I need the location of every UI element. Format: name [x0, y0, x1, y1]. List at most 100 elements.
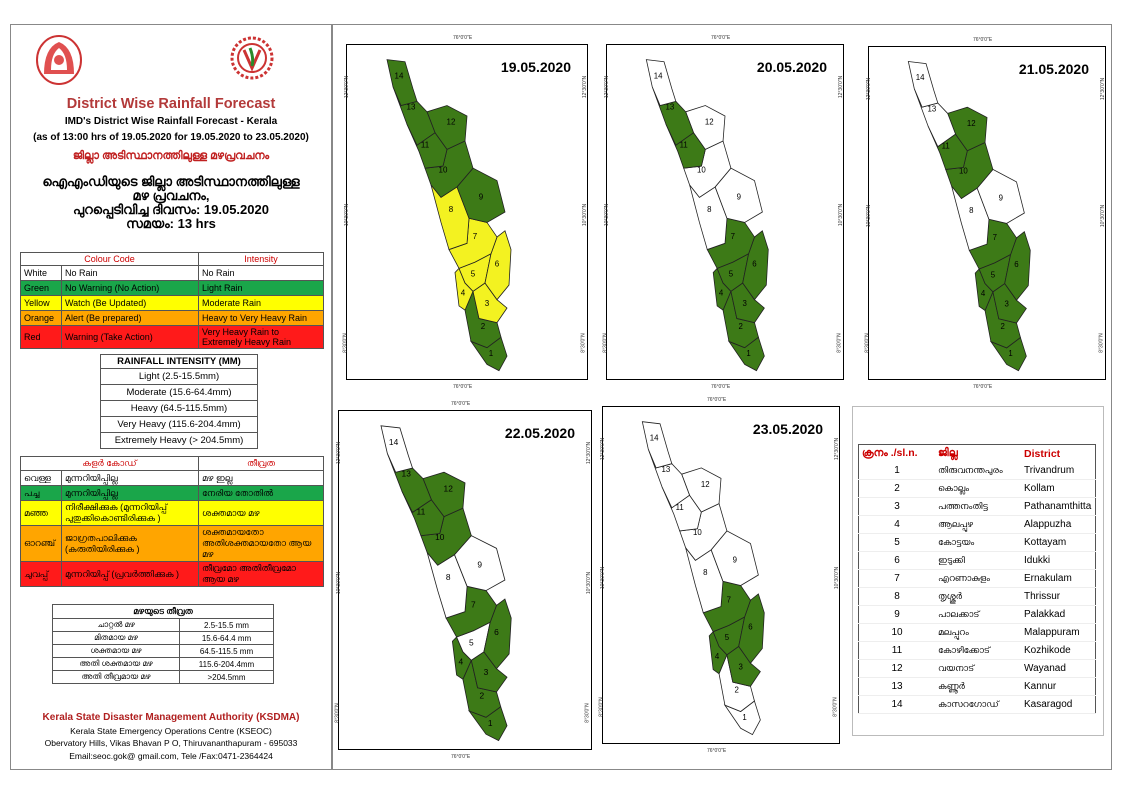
colour-code-row: Red Warning (Take Action) Very Heavy Rain …: [20, 325, 324, 349]
intensity-range: Extremely Heavy (> 204.5mm): [100, 432, 258, 449]
colour-code-label: No Rain: [61, 265, 199, 281]
ml-intensity-value: 64.5-115.5 mm: [179, 644, 274, 658]
ml-colour-code-header: കളർ കോഡ്: [20, 456, 199, 471]
district-number: 5: [858, 533, 935, 552]
district-label-8: 8: [446, 572, 451, 582]
lat-tick-right: 12°30'0"N: [838, 75, 845, 99]
ml-line-1: ഐഎംഡിയുടെ ജില്ലാ അടിസ്ഥാനത്തിലുള്ള: [42, 174, 300, 189]
ksdma-logo-icon: [230, 36, 274, 80]
district-row: 3 പത്തനംതിട്ട Pathanamthitta: [858, 497, 1096, 516]
district-number: 3: [858, 497, 935, 516]
ml-colour-name: പച്ച: [20, 485, 62, 501]
district-ml-name: ആലപ്പുഴ: [935, 515, 1021, 534]
lat-tick-left: 12°30'0"N: [604, 75, 611, 99]
district-row: 12 വയനാട് Wayanad: [858, 659, 1096, 678]
district-row: 10 മലപ്പുറം Malappuram: [858, 623, 1096, 642]
district-number: 2: [858, 479, 935, 498]
ml-intensity-name: മിതമായ മഴ: [52, 631, 180, 645]
district-area-14: [907, 61, 939, 108]
intensity-row: Light (2.5-15.5mm): [100, 368, 258, 385]
district-area-14: [380, 425, 414, 473]
lat-tick-right: 10°30'0"N: [1100, 204, 1107, 228]
district-en-name: Palakkad: [1021, 605, 1096, 624]
colour-code-label: No Warning (No Action): [61, 280, 199, 296]
lat-tick-right: 10°30'0"N: [838, 203, 845, 227]
district-label-4: 4: [719, 288, 724, 297]
ml-colour-name: മഞ്ഞ: [20, 500, 62, 526]
intensity-row: Moderate (15.6-64.4mm): [100, 384, 258, 401]
lon-tick-bottom: 76°0'0"E: [973, 384, 993, 390]
rainfall-intensity-header: RAINFALL INTENSITY (MM): [100, 354, 258, 369]
district-ml-name: വയനാട്: [935, 659, 1021, 678]
district-label-6: 6: [1014, 260, 1019, 269]
district-number: 1: [858, 462, 935, 480]
district-ml-name: പാലക്കാട്: [935, 605, 1021, 624]
district-label-12: 12: [444, 483, 454, 493]
district-number: 13: [858, 677, 935, 696]
colour-intensity: No Rain: [198, 265, 324, 281]
lat-tick-left: 8°30'0"N: [864, 333, 871, 353]
colour-name: Red: [20, 325, 62, 349]
district-label-1: 1: [489, 349, 494, 358]
ml-colour-code-label: നിരീക്ഷിക്കുക (മുന്നറിയിപ്പ് പുതുക്കികൊണ…: [61, 500, 199, 526]
colour-code-row: Orange Alert (Be prepared) Heavy to Very H…: [20, 310, 324, 326]
intensity-row: Heavy (64.5-115.5mm): [100, 400, 258, 417]
ml-colour-intensity: മഴ ഇല്ല: [198, 470, 324, 486]
map-date-label: 20.05.2020: [756, 59, 827, 75]
lat-tick-right: 12°30'0"N: [834, 437, 841, 461]
district-label-1: 1: [1008, 349, 1013, 358]
lon-tick-top: 76°0'0"E: [711, 35, 731, 41]
district-label-8: 8: [449, 205, 454, 214]
district-number: 4: [858, 515, 935, 534]
district-row: 7 എറണാകുളം Ernakulam: [858, 569, 1096, 588]
colour-intensity: Light Rain: [198, 280, 324, 296]
ml-colour-code-label: മുന്നറിയിപ്പില്ല: [61, 470, 199, 486]
ml-intensity-row: മിതമായ മഴ 15.6-64.4 mm: [52, 631, 274, 645]
district-label-9: 9: [733, 555, 738, 564]
ml-line-4: സമയം: 13 hrs: [126, 216, 216, 231]
district-label-10: 10: [439, 165, 448, 174]
ml-colour-code-row: ചുവപ്പ് മുന്നറിയിപ്പ് (പ്രവർത്തിക്കുക ) തീ…: [20, 561, 324, 587]
lat-tick-left: 12°30'0"N: [600, 437, 607, 461]
district-ml-name: മലപ്പുറം: [935, 623, 1021, 642]
district-label-14: 14: [916, 73, 925, 82]
lon-tick-bottom: 76°0'0"E: [453, 384, 473, 390]
district-label-13: 13: [407, 103, 416, 112]
district-ml-name: എറണാകുളം: [935, 569, 1021, 588]
ml-intensity-name: ശക്തമായ മഴ: [52, 644, 180, 658]
district-label-8: 8: [969, 206, 974, 215]
district-label-3: 3: [738, 662, 743, 671]
district-label-12: 12: [705, 117, 714, 126]
page-title: District Wise Rainfall Forecast: [66, 96, 276, 112]
maps-panel: [332, 24, 1112, 770]
district-label-13: 13: [666, 103, 675, 112]
intensity-row: Extremely Heavy (> 204.5mm): [100, 432, 258, 449]
lat-tick-left: 12°30'0"N: [344, 75, 351, 99]
district-area-6: [484, 230, 512, 301]
district-label-6: 6: [748, 622, 753, 631]
district-row: 14 കാസറഗോഡ് Kasaragod: [858, 695, 1096, 714]
district-en-name: Kollam: [1021, 479, 1096, 498]
colour-code-label: Warning (Take Action): [61, 325, 199, 349]
ml-colour-code-table: കളർ കോഡ് തീവ്രത വെള്ള മുന്നറിയിപ്പില്ല മഴ …: [20, 456, 324, 587]
lat-tick-right: 12°30'0"N: [1100, 77, 1107, 101]
district-label-10: 10: [693, 528, 702, 537]
district-label-7: 7: [471, 599, 476, 609]
district-en-name: Kannur: [1021, 677, 1096, 696]
footer-line-3: Email:seoc.gok@ gmail.com, Tele /Fax:047…: [69, 751, 273, 761]
district-number: 7: [858, 569, 935, 588]
ml-colour-code-row: പച്ച മുന്നറിയിപ്പില്ല നേരിയ തോതിൽ: [20, 485, 324, 501]
district-en-header: District: [1024, 447, 1061, 460]
lat-tick-right: 8°30'0"N: [832, 697, 839, 717]
map-date-label: 22.05.2020: [504, 425, 575, 441]
district-row: 2 കൊല്ലം Kollam: [858, 479, 1096, 498]
district-en-name: Trivandrum: [1021, 462, 1096, 480]
lat-tick-right: 8°30'0"N: [1098, 333, 1105, 353]
district-label-2: 2: [735, 685, 740, 694]
district-number: 9: [858, 605, 935, 624]
ml-colour-name: വെള്ള: [20, 470, 62, 486]
colour-name: White: [20, 265, 62, 281]
district-ml-name: കൊല്ലം: [935, 479, 1021, 498]
